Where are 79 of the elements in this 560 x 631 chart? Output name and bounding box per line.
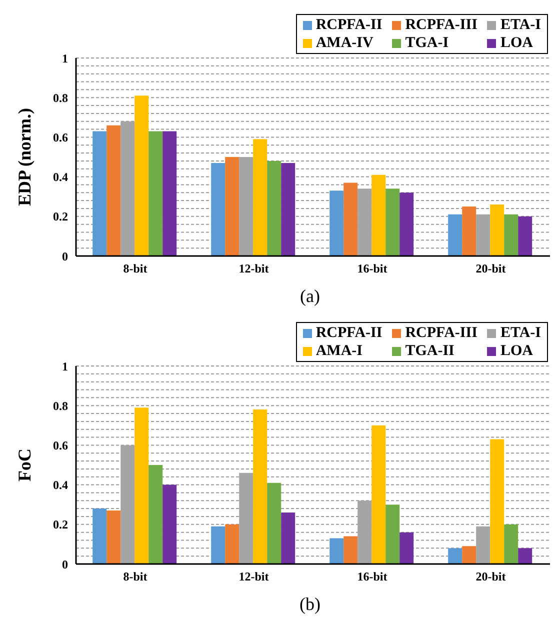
y-axis-title: FoC <box>14 448 34 482</box>
bar <box>281 162 296 256</box>
bar <box>134 96 149 256</box>
bar <box>462 206 476 256</box>
x-tick-label: 20-bit <box>476 262 506 276</box>
y-tick-label: 0.4 <box>53 478 68 492</box>
bar <box>400 532 414 564</box>
y-tick-label: 0.8 <box>53 398 68 413</box>
bar <box>462 546 476 564</box>
bar <box>358 188 372 256</box>
bar <box>476 214 490 256</box>
y-tick-label: 0.4 <box>53 170 68 184</box>
bar <box>281 512 296 564</box>
legend-label: RCPFA-II <box>314 324 382 342</box>
bar <box>344 182 358 256</box>
bar <box>372 425 386 564</box>
bar <box>211 526 226 564</box>
legend-label: ETA-I <box>499 324 541 342</box>
bar <box>372 174 386 256</box>
bar <box>490 204 504 256</box>
y-tick-label: 0.6 <box>53 130 68 144</box>
bar <box>92 131 107 256</box>
x-tick-label: 16-bit <box>357 262 388 276</box>
x-tick-label: 12-bit <box>238 262 269 276</box>
bar <box>490 439 504 564</box>
bar <box>386 504 400 564</box>
y-tick-label: 1 <box>62 51 68 66</box>
x-tick-label: 12-bit <box>238 570 269 584</box>
text: (a) <box>299 286 321 308</box>
bar <box>225 157 240 256</box>
bar <box>134 408 149 564</box>
x-tick-label: 16-bit <box>357 570 388 584</box>
bar <box>330 190 344 256</box>
y-tick-label: 0 <box>62 249 68 264</box>
y-tick-label: 0.6 <box>53 438 68 452</box>
x-tick-label: 8-bit <box>123 262 148 276</box>
bar <box>106 125 121 256</box>
bar <box>330 538 344 564</box>
legend-label: LOA <box>499 34 534 52</box>
legend-label: ETA-I <box>499 16 541 34</box>
y-tick-label: 0.2 <box>53 518 68 532</box>
y-tick-label: 0 <box>62 557 68 572</box>
legend-label: TGA-II <box>404 342 456 360</box>
bar <box>253 410 268 564</box>
legend-label: RCPFA-II <box>314 16 382 34</box>
bar <box>448 548 462 564</box>
y-tick-label: 0.2 <box>53 210 68 224</box>
legend-label: LOA <box>499 342 534 360</box>
bar <box>225 524 240 564</box>
legend-label: RCPFA-III <box>404 16 478 34</box>
x-tick-label: 8-bit <box>123 570 148 584</box>
x-tick-label: 20-bit <box>476 570 506 584</box>
y-tick-label: 1 <box>62 359 68 374</box>
bar <box>448 214 462 256</box>
bar <box>504 524 518 564</box>
bar <box>162 131 177 256</box>
bar <box>267 482 282 564</box>
bar <box>211 162 226 256</box>
bar <box>92 508 107 564</box>
legend-label: AMA-IV <box>314 34 374 52</box>
bar <box>106 510 121 564</box>
bar <box>400 192 414 256</box>
legend-label: AMA-I <box>314 342 364 360</box>
bar <box>344 536 358 564</box>
bar <box>504 214 518 256</box>
bar <box>239 157 254 256</box>
bar <box>162 484 177 564</box>
bar <box>386 188 400 256</box>
y-axis-title: EDP (norm.) <box>14 108 34 206</box>
bar <box>518 216 532 256</box>
bar <box>518 548 532 564</box>
y-tick-label: 0.8 <box>53 90 68 105</box>
legend-label: TGA-I <box>404 34 450 52</box>
legend-label: RCPFA-III <box>404 324 478 342</box>
bar <box>253 139 268 256</box>
bar <box>267 160 282 256</box>
bar <box>148 131 163 256</box>
bar <box>148 465 163 564</box>
text: (b) <box>298 594 322 616</box>
